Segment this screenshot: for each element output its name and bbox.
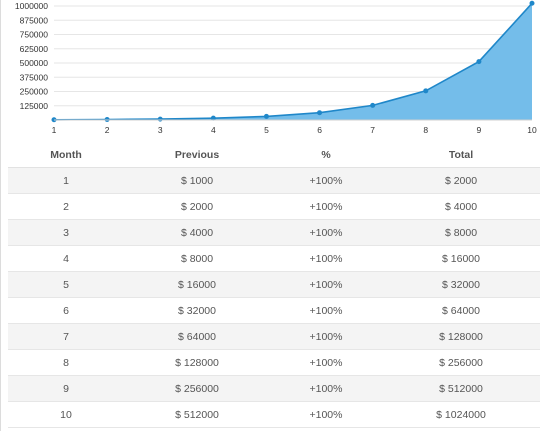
cell-total: $ 32000 xyxy=(382,271,540,298)
cell-percent: +100% xyxy=(270,297,382,324)
table-body: 1 $ 1000 +100% $ 2000 2 $ 2000 +100% $ 4000 3 $ 4… xyxy=(8,167,540,428)
header-total: Total xyxy=(382,142,540,168)
cell-previous: $ 8000 xyxy=(124,245,270,272)
data-point xyxy=(210,115,216,121)
cell-previous: $ 256000 xyxy=(124,375,270,402)
cell-month: 9 xyxy=(8,375,124,402)
data-point xyxy=(476,59,482,65)
page-left-border xyxy=(0,0,1,431)
growth-area-chart: 125000 250000 375000 500000 625000 750000 8750… xyxy=(15,0,537,135)
cell-month: 5 xyxy=(8,271,124,298)
header-month: Month xyxy=(8,142,124,168)
cell-total: $ 128000 xyxy=(382,323,540,350)
x-tick-label: 4 xyxy=(211,125,216,135)
growth-table: Month Previous % Total 1 $ 1000 +100% $ 200… xyxy=(8,142,540,428)
table-row: 1 $ 1000 +100% $ 2000 xyxy=(8,167,540,194)
x-tick-label: 7 xyxy=(370,125,375,135)
cell-previous: $ 128000 xyxy=(124,349,270,376)
cell-month: 8 xyxy=(8,349,124,376)
table-row: 2 $ 2000 +100% $ 4000 xyxy=(8,193,540,220)
x-tick-label: 3 xyxy=(158,125,163,135)
y-tick-label: 1000000 xyxy=(15,1,48,11)
cell-previous: $ 2000 xyxy=(124,193,270,220)
data-point xyxy=(370,102,376,108)
cell-month: 7 xyxy=(8,323,124,350)
cell-percent: +100% xyxy=(270,245,382,272)
cell-month: 10 xyxy=(8,401,124,428)
data-point xyxy=(157,116,163,122)
x-tick-label: 8 xyxy=(423,125,428,135)
data-point xyxy=(317,110,323,116)
data-point xyxy=(263,113,269,119)
table-header-row: Month Previous % Total xyxy=(8,142,540,168)
series-line xyxy=(53,2,533,121)
cell-total: $ 2000 xyxy=(382,167,540,194)
cell-month: 1 xyxy=(8,167,124,194)
table-row: 8 $ 128000 +100% $ 256000 xyxy=(8,349,540,376)
cell-total: $ 64000 xyxy=(382,297,540,324)
cell-previous: $ 64000 xyxy=(124,323,270,350)
table-row: 4 $ 8000 +100% $ 16000 xyxy=(8,245,540,272)
cell-percent: +100% xyxy=(270,401,382,428)
y-tick-label: 625000 xyxy=(20,44,49,54)
y-tick-label: 750000 xyxy=(20,30,49,40)
cell-total: $ 4000 xyxy=(382,193,540,220)
y-tick-label: 375000 xyxy=(20,72,49,82)
cell-percent: +100% xyxy=(270,271,382,298)
cell-total: $ 8000 xyxy=(382,219,540,246)
y-tick-label: 875000 xyxy=(20,15,49,25)
cell-percent: +100% xyxy=(270,375,382,402)
cell-percent: +100% xyxy=(270,167,382,194)
cell-percent: +100% xyxy=(270,349,382,376)
table-row: 7 $ 64000 +100% $ 128000 xyxy=(8,323,540,350)
cell-month: 2 xyxy=(8,193,124,220)
data-point xyxy=(423,88,429,94)
x-tick-label: 9 xyxy=(477,125,482,135)
cell-total: $ 256000 xyxy=(382,349,540,376)
cell-percent: +100% xyxy=(270,323,382,350)
cell-total: $ 512000 xyxy=(382,375,540,402)
cell-percent: +100% xyxy=(270,219,382,246)
x-axis-tick-labels: 1 2 3 4 5 6 7 8 9 10 xyxy=(52,125,537,135)
table-row: 10 $ 512000 +100% $ 1024000 xyxy=(8,401,540,428)
table-row: 6 $ 32000 +100% $ 64000 xyxy=(8,297,540,324)
cell-previous: $ 1000 xyxy=(124,167,270,194)
cell-month: 3 xyxy=(8,219,124,246)
cell-previous: $ 16000 xyxy=(124,271,270,298)
cell-previous: $ 32000 xyxy=(124,297,270,324)
cell-total: $ 16000 xyxy=(382,245,540,272)
header-percent: % xyxy=(270,142,382,168)
cell-previous: $ 512000 xyxy=(124,401,270,428)
y-tick-label: 500000 xyxy=(20,58,49,68)
cell-percent: +100% xyxy=(270,193,382,220)
x-tick-label: 2 xyxy=(105,125,110,135)
y-tick-label: 250000 xyxy=(20,87,49,97)
cell-month: 4 xyxy=(8,245,124,272)
x-tick-label: 5 xyxy=(264,125,269,135)
series-area-fill xyxy=(54,3,532,120)
data-point xyxy=(529,0,535,6)
header-previous: Previous xyxy=(124,142,270,168)
x-tick-label: 6 xyxy=(317,125,322,135)
table-row: 3 $ 4000 +100% $ 8000 xyxy=(8,219,540,246)
cell-month: 6 xyxy=(8,297,124,324)
x-tick-label: 10 xyxy=(527,125,537,135)
cell-previous: $ 4000 xyxy=(124,219,270,246)
table-row: 9 $ 256000 +100% $ 512000 xyxy=(8,375,540,402)
y-axis-tick-labels: 125000 250000 375000 500000 625000 750000 8750… xyxy=(15,1,48,111)
table-row: 5 $ 16000 +100% $ 32000 xyxy=(8,271,540,298)
x-tick-label: 1 xyxy=(52,125,57,135)
cell-total: $ 1024000 xyxy=(382,401,540,428)
y-tick-label: 125000 xyxy=(20,101,49,111)
